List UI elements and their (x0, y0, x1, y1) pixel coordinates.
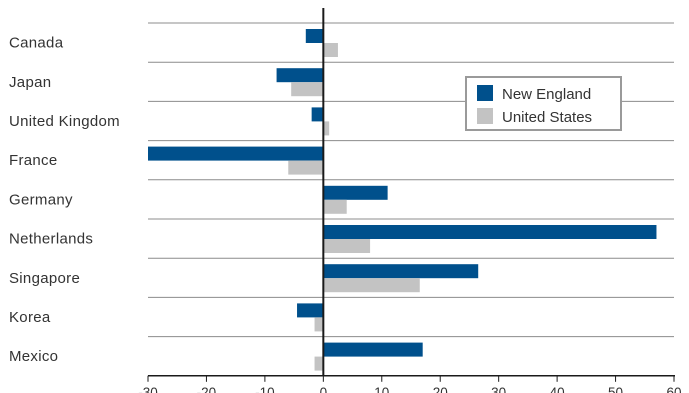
x-tick-label: -20 (197, 385, 217, 393)
x-tick-label: -10 (255, 385, 275, 393)
legend-label-new-england: New England (502, 86, 591, 103)
x-tick-label: 30 (491, 385, 506, 393)
x-tick-label: 60 (666, 385, 681, 393)
x-tick-label: 20 (433, 385, 448, 393)
bar-new-england-singapore (323, 264, 479, 279)
category-label-netherlands: Netherlands (9, 231, 93, 248)
legend-swatch-new-england (477, 85, 493, 101)
category-label-united-kingdom: United Kingdom (9, 113, 120, 130)
bar-new-england-japan (276, 68, 324, 83)
category-label-japan: Japan (9, 74, 51, 91)
bar-united-states-singapore (323, 278, 420, 293)
x-tick-label: -30 (138, 385, 158, 393)
bar-new-england-korea (297, 303, 324, 318)
bar-united-states-japan (291, 82, 324, 97)
bar-new-england-mexico (323, 342, 423, 357)
bar-new-england-canada (305, 29, 324, 43)
bar-united-states-korea (314, 317, 324, 332)
legend: New England United States (465, 76, 622, 131)
x-tick-label: 50 (608, 385, 623, 393)
category-label-mexico: Mexico (9, 348, 58, 365)
bars (148, 29, 657, 371)
bar-united-states-germany (323, 199, 347, 214)
x-tick-label: 0 (320, 385, 328, 393)
bar-new-england-france (148, 146, 324, 161)
bar-new-england-germany (323, 185, 388, 200)
bar-united-states-france (288, 160, 324, 175)
category-labels: Canada Japan United Kingdom France Germany Ne… (9, 35, 120, 366)
x-axis: -30 -20 -10 0 10 20 30 40 50 60 (138, 8, 682, 393)
x-tick-label: 10 (374, 385, 389, 393)
category-label-canada: Canada (9, 35, 64, 52)
bar-new-england-united-kingdom (311, 107, 324, 122)
category-label-korea: Korea (9, 309, 51, 326)
legend-label-united-states: United States (502, 109, 592, 126)
bar-new-england-netherlands (323, 225, 657, 239)
legend-swatch-united-states (477, 108, 493, 124)
bar-united-states-mexico (314, 356, 324, 371)
bar-united-states-netherlands (323, 239, 371, 253)
category-label-singapore: Singapore (9, 270, 80, 287)
x-tick-label: 40 (550, 385, 565, 393)
category-label-germany: Germany (9, 191, 73, 208)
bar-united-states-united-kingdom (323, 121, 330, 136)
gridlines (148, 22, 674, 338)
bar-united-states-canada (323, 43, 338, 57)
category-label-france: France (9, 152, 58, 169)
